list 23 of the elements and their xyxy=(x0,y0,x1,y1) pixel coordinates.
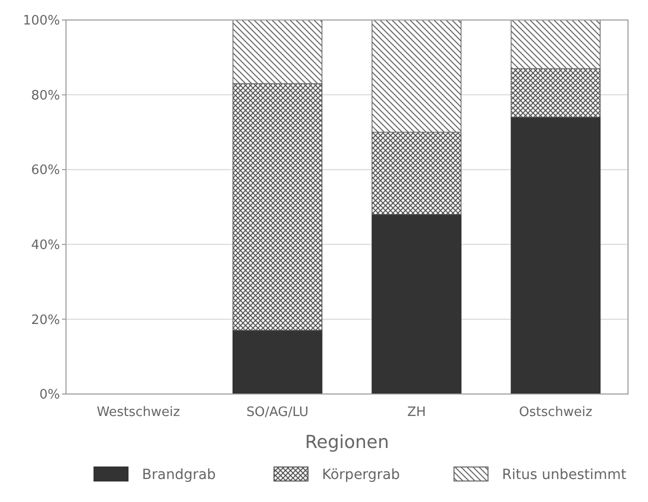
x-tick-label: ZH xyxy=(407,405,426,420)
y-tick-label: 20% xyxy=(31,312,60,328)
y-tick-label: 100% xyxy=(22,14,60,29)
y-tick-label: 60% xyxy=(31,163,60,178)
bar xyxy=(232,330,322,394)
x-tick-label: SO/AG/LU xyxy=(246,405,308,420)
bar xyxy=(372,214,462,394)
bar xyxy=(510,116,601,394)
x-axis-title: Regionen xyxy=(304,432,390,453)
legend-label: Körpergrab xyxy=(322,466,400,483)
y-tick-label: 80% xyxy=(31,88,60,104)
bar xyxy=(372,20,462,133)
y-tick-label: 0% xyxy=(39,388,60,403)
bar xyxy=(232,20,322,84)
y-tick-label: 40% xyxy=(31,238,60,253)
bar xyxy=(510,20,601,70)
bar xyxy=(232,83,322,331)
bar xyxy=(510,68,601,118)
x-tick-label: Ostschweiz xyxy=(519,405,593,420)
bar xyxy=(372,132,462,215)
legend-label: Brandgrab xyxy=(142,466,216,483)
x-tick-label: Westschweiz xyxy=(96,405,180,420)
legend-label: Ritus unbestimmt xyxy=(502,466,627,483)
